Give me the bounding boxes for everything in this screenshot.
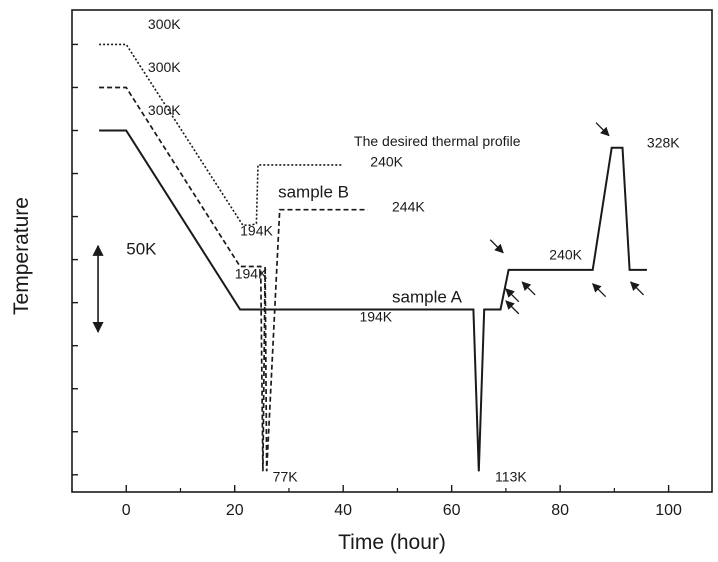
arrow-marker: [505, 300, 520, 315]
x-axis-title: Time (hour): [338, 531, 446, 554]
arrow-marker: [521, 281, 536, 296]
x-tick-label: 40: [334, 502, 352, 519]
annotation-label: 113K: [495, 469, 527, 485]
arrow-marker: [630, 281, 645, 296]
arrow-marker: [592, 283, 607, 298]
annotation-label: 194K: [359, 309, 392, 325]
annotation-label: 328K: [647, 135, 680, 151]
series-layer: [92, 43, 647, 472]
annotation-label: 300K: [148, 16, 181, 32]
annotation-label: 240K: [370, 154, 403, 170]
x-tick-label: 20: [226, 502, 244, 519]
annotations: 300K 300K 300K The desired thermal profile 2…: [126, 16, 680, 485]
annotation-label: 240K: [549, 247, 582, 263]
series-line-1: [99, 86, 368, 472]
arrow-marker: [595, 122, 610, 137]
annotation-label: The desired thermal profile: [354, 133, 521, 149]
annotation-label: 77K: [273, 469, 299, 485]
x-tick-label: 60: [443, 502, 461, 519]
y-axis-title: Temperature: [10, 197, 33, 315]
series-line-2: [99, 129, 647, 472]
arrow-marker: [505, 288, 520, 303]
annotation-label: 300K: [148, 102, 181, 118]
annotation-label: 300K: [148, 59, 181, 75]
arrow-markers: [489, 122, 645, 315]
annotation-label: 194K: [235, 266, 268, 282]
x-tick-label: 100: [655, 502, 682, 519]
annotation-label: 244K: [392, 198, 425, 214]
x-tick-label: 80: [551, 502, 569, 519]
axis-ticks: 0 20 40 60 80 100: [71, 43, 682, 519]
annotation-label: 50K: [126, 239, 157, 258]
annotation-label: sample A: [392, 288, 463, 307]
annotation-label: 194K: [240, 223, 273, 239]
x-tick-label: 0: [122, 502, 131, 519]
arrow-marker: [489, 239, 504, 254]
annotation-label: sample B: [278, 183, 349, 202]
plot-frame: [71, 9, 713, 493]
